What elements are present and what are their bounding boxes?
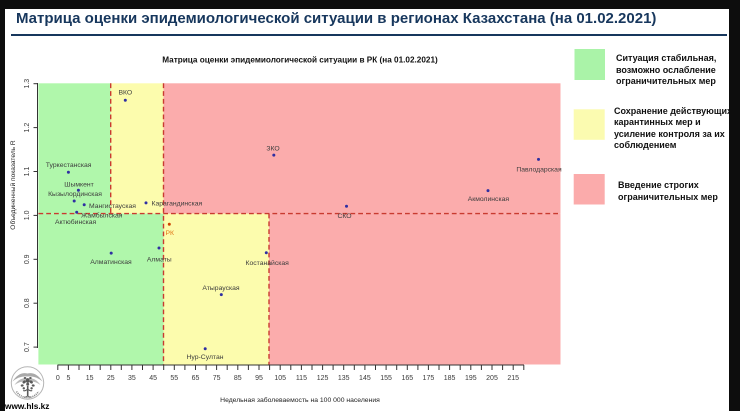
svg-text:0.7: 0.7 [24, 342, 31, 352]
svg-text:Костанайская: Костанайская [246, 259, 290, 267]
svg-text:205: 205 [486, 375, 498, 382]
svg-text:Матрица оценки эпидемиологичес: Матрица оценки эпидемиологической ситуац… [162, 56, 438, 65]
svg-text:125: 125 [317, 375, 329, 382]
svg-text:1.1: 1.1 [24, 167, 31, 177]
svg-text:1.0: 1.0 [24, 210, 31, 220]
svg-text:Нур-Султан: Нур-Султан [187, 354, 224, 361]
svg-text:Карагандинская: Карагандинская [152, 201, 203, 208]
svg-text:45: 45 [149, 375, 157, 382]
svg-text:Объединенный показатель R: Объединенный показатель R [9, 140, 17, 230]
svg-text:145: 145 [359, 375, 371, 382]
svg-text:Туркестанская: Туркестанская [46, 162, 92, 169]
svg-text:15: 15 [86, 375, 94, 382]
svg-text:Атырауская: Атырауская [202, 285, 239, 292]
svg-text:Мангистауская: Мангистауская [89, 203, 136, 210]
svg-text:1.3: 1.3 [24, 79, 31, 89]
svg-text:85: 85 [234, 375, 242, 382]
svg-text:55: 55 [170, 375, 178, 382]
svg-text:Шымкент: Шымкент [64, 182, 93, 189]
svg-text:СКО: СКО [337, 213, 351, 220]
svg-text:35: 35 [128, 375, 136, 382]
svg-text:РК: РК [166, 230, 175, 237]
svg-text:185: 185 [444, 375, 456, 382]
svg-text:115: 115 [296, 375, 307, 382]
svg-text:0: 0 [56, 375, 60, 382]
svg-text:Акмолинская: Акмолинская [468, 196, 510, 203]
svg-text:Жамбылская: Жамбылская [81, 212, 123, 220]
svg-text:Алматы: Алматы [147, 256, 172, 263]
svg-text:105: 105 [274, 375, 286, 382]
svg-text:95: 95 [255, 375, 263, 382]
svg-text:ЗКО: ЗКО [266, 146, 279, 153]
svg-text:ВКО: ВКО [118, 90, 132, 97]
svg-text:75: 75 [213, 375, 221, 382]
svg-text:0.8: 0.8 [24, 298, 31, 308]
svg-text:Павлодарская: Павлодарская [516, 167, 562, 174]
svg-text:Актюбинская: Актюбинская [55, 218, 97, 226]
svg-text:215: 215 [507, 375, 519, 382]
svg-text:195: 195 [465, 375, 477, 382]
svg-text:Кызылординская: Кызылординская [48, 191, 102, 198]
svg-text:155: 155 [380, 375, 392, 382]
svg-text:Недельная заболеваемость на 10: Недельная заболеваемость на 100 000 насе… [220, 396, 380, 404]
svg-text:5: 5 [66, 375, 70, 382]
svg-text:175: 175 [423, 375, 435, 382]
svg-text:0.9: 0.9 [24, 254, 31, 264]
svg-text:25: 25 [107, 375, 115, 382]
svg-text:165: 165 [401, 375, 413, 382]
svg-text:135: 135 [338, 375, 350, 382]
svg-text:1.2: 1.2 [24, 123, 31, 133]
svg-text:65: 65 [192, 375, 200, 382]
svg-text:Алматинская: Алматинская [90, 259, 132, 266]
